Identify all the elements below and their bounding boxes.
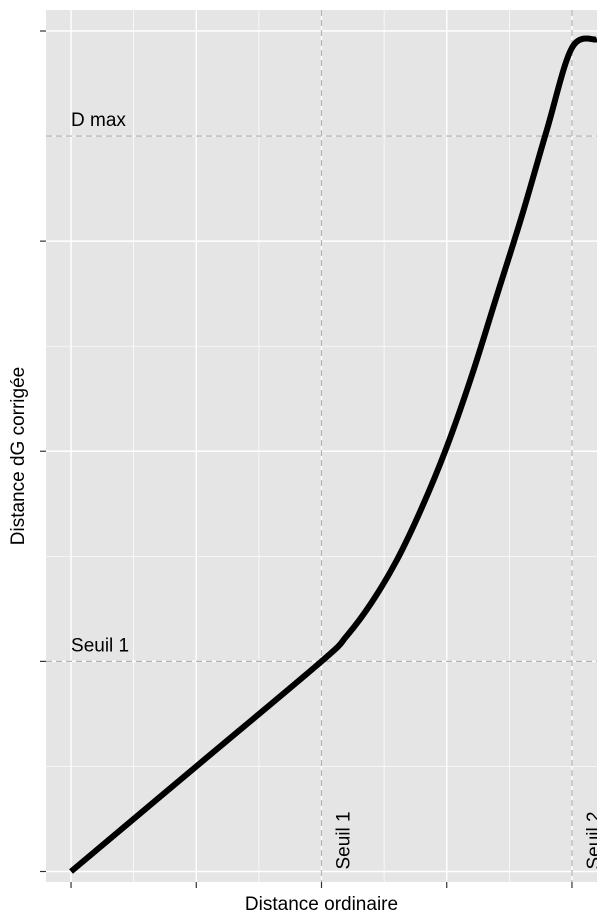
vertical-reference-label: Seuil 2 xyxy=(584,811,597,869)
reference-labels: Seuil 1 Seuil 2 Seuil 1 D max xyxy=(71,110,597,869)
x-axis-title: Distance ordinaire xyxy=(245,894,398,915)
y-axis-title: Distance dG corrigée xyxy=(8,367,29,545)
axis-ticks xyxy=(40,30,573,888)
horizontal-reference-label: Seuil 1 xyxy=(71,635,129,656)
series-line xyxy=(69,35,597,874)
vertical-reference-label: Seuil 1 xyxy=(334,811,355,869)
horizontal-reference-label: D max xyxy=(71,110,126,131)
